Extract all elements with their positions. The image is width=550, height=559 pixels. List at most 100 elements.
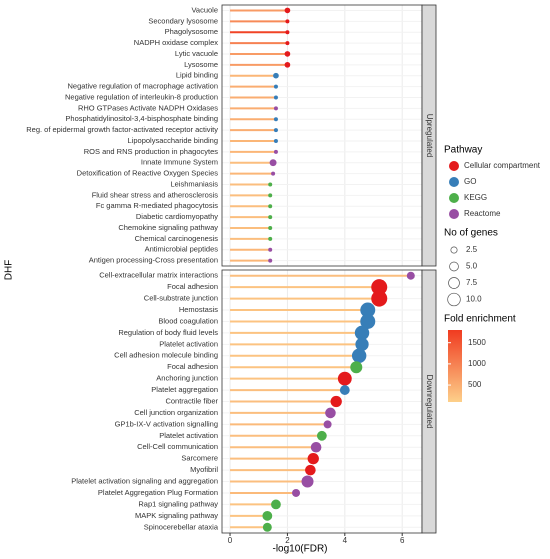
category-label: Sarcomere [181, 454, 218, 463]
point [271, 499, 281, 510]
point [406, 271, 415, 280]
strip [421, 269, 437, 534]
point [268, 247, 273, 252]
category-label: Phosphatidylinositol-3,4-bisphosphate bi… [65, 114, 218, 123]
point [273, 84, 278, 89]
category-label: Platelet aggregation [151, 385, 218, 394]
category-label: RHO GTPases Activate NADPH Oxidases [78, 103, 218, 112]
category-label: Lipid binding [176, 71, 218, 80]
point [273, 138, 278, 143]
point [271, 171, 276, 176]
point [268, 204, 273, 209]
size-key [447, 292, 461, 307]
category-label: GP1b-IX-V activation signalling [115, 419, 218, 428]
point [337, 371, 352, 386]
category-label: Cell adhesion molecule binding [114, 351, 218, 360]
point [268, 215, 273, 220]
category-label: Phagolysosome [165, 27, 218, 36]
point [284, 61, 291, 68]
category-label: Antigen processing-Cross presentation [89, 256, 218, 265]
point [285, 30, 290, 35]
category-label: Lytic vacuole [175, 49, 218, 58]
point [371, 290, 388, 307]
point [360, 313, 376, 329]
legend-key [449, 193, 459, 203]
y-axis-label: DHF [4, 260, 15, 281]
point [323, 420, 332, 429]
point [273, 106, 278, 111]
category-label: Diabetic cardiomyopathy [136, 212, 218, 221]
point [268, 258, 273, 263]
point [350, 361, 363, 374]
legend-label: Reactome [464, 209, 501, 218]
colorbar [448, 330, 462, 402]
x-tick-label: 2 [285, 536, 290, 545]
strip [421, 4, 437, 267]
point [273, 72, 279, 79]
point [330, 395, 342, 408]
category-label: Fc gamma R-mediated phagocytosis [96, 201, 218, 210]
point [285, 41, 290, 46]
category-label: Lysosome [184, 60, 218, 69]
category-label: Innate Immune System [141, 158, 218, 167]
point [310, 441, 322, 453]
strip-label: Upregulated [425, 114, 434, 158]
category-label: Platelet activation [159, 431, 218, 440]
category-label: Focal adhesion [167, 362, 218, 371]
legend-key [449, 161, 459, 171]
x-tick-label: 0 [228, 536, 233, 545]
category-label: MAPK signaling pathway [135, 511, 218, 520]
point [292, 488, 301, 497]
point [273, 117, 278, 122]
category-label: Cell junction organization [134, 408, 218, 417]
category-label: Anchoring junction [156, 374, 218, 383]
point [273, 95, 278, 100]
point [305, 464, 316, 476]
point [355, 337, 369, 351]
legend-title: Pathway [444, 145, 482, 156]
category-label: Cell-Cell communication [137, 442, 218, 451]
category-label: Vacuole [191, 5, 218, 14]
category-label: Platelet activation signaling and aggreg… [71, 477, 218, 486]
category-label: Lipopolysaccharide binding [128, 136, 218, 145]
legend-label: KEGG [464, 193, 487, 202]
category-label: Spinocerebellar ataxia [144, 522, 219, 531]
point [339, 385, 350, 395]
category-label: Secondary lysosome [148, 16, 218, 25]
point [269, 159, 277, 167]
point [325, 407, 336, 419]
point [371, 279, 388, 296]
legend-key [449, 177, 459, 187]
legend-key [449, 209, 459, 219]
category-label: Focal adhesion [167, 282, 218, 291]
x-tick-label: 4 [343, 536, 348, 545]
category-label: Regulation of body fluid levels [118, 328, 218, 337]
category-label: Myofibril [190, 465, 218, 474]
category-label: Fluid shear stress and atherosclerosis [92, 190, 219, 199]
category-label: Chemokine signaling pathway [118, 223, 218, 232]
category-label: Rap1 signaling pathway [138, 499, 218, 508]
category-label: Contractile fiber [165, 396, 218, 405]
point [273, 128, 278, 133]
category-label: Platelet activation [159, 339, 218, 348]
point [301, 475, 314, 488]
point [268, 236, 273, 241]
strip-label: Downregulated [425, 375, 434, 429]
size-key [449, 261, 459, 272]
category-label: Hemostasis [179, 305, 218, 314]
category-label: Leishmaniasis [170, 179, 218, 188]
size-label: 5.0 [466, 262, 478, 271]
point [268, 225, 273, 230]
point [360, 302, 376, 318]
legend-label: Cellular compartment [464, 161, 541, 170]
category-label: NADPH oxidase complex [134, 38, 218, 47]
colorbar-label: 500 [468, 380, 482, 389]
category-label: Detoxification of Reactive Oxygen Specie… [77, 169, 219, 178]
size-label: 10.0 [466, 295, 482, 304]
size-label: 7.5 [466, 278, 478, 287]
point [262, 522, 272, 532]
category-label: ROS and RNS production in phagocytes [84, 147, 218, 156]
point [316, 430, 327, 441]
point [354, 325, 370, 341]
colorbar-label: 1000 [468, 359, 486, 368]
